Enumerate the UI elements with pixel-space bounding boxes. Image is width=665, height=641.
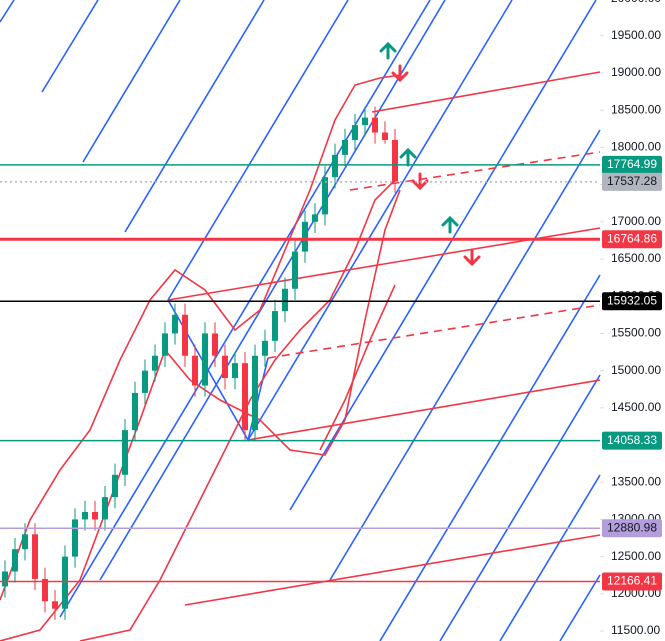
y-tick-label: 11500.00 xyxy=(611,623,660,637)
candle-body xyxy=(122,430,128,475)
y-tick-label: 17000.00 xyxy=(611,214,661,228)
price-badge xyxy=(602,230,662,249)
price-badge xyxy=(602,431,662,450)
y-tick-label: 18000.00 xyxy=(611,140,661,154)
candle-body xyxy=(252,355,258,431)
y-tick-label: 15500.00 xyxy=(611,326,661,340)
candle-body xyxy=(372,117,378,133)
candle-body xyxy=(272,311,278,341)
candle-body xyxy=(192,355,198,386)
price-badge-label: 15932.05 xyxy=(607,293,657,307)
price-badge xyxy=(602,519,662,538)
candle-body xyxy=(172,314,178,334)
candle-body xyxy=(182,314,188,356)
candle-body xyxy=(12,549,18,572)
candle-body xyxy=(322,177,328,215)
candle-body xyxy=(2,571,8,587)
candle-body xyxy=(312,214,318,222)
candle-body xyxy=(92,511,98,520)
price-badge-label: 14058.33 xyxy=(607,433,657,447)
candle-body xyxy=(52,601,58,609)
y-tick-label: 20000.00 xyxy=(611,0,661,5)
price-badge-label: 17764.99 xyxy=(607,157,657,171)
candle-body xyxy=(232,363,238,379)
candle-body xyxy=(72,519,78,557)
price-badge xyxy=(602,172,662,191)
candle-body xyxy=(102,497,108,520)
candle-body xyxy=(362,117,368,126)
price-badge xyxy=(602,155,662,174)
candle-body xyxy=(282,288,288,312)
candle-body xyxy=(42,578,48,602)
drawings xyxy=(0,0,601,641)
candle-body xyxy=(112,474,118,498)
candle-body xyxy=(202,333,208,386)
candle-body xyxy=(62,556,68,609)
price-badge-label: 12880.98 xyxy=(607,520,657,534)
price-badge xyxy=(602,572,662,591)
arrows xyxy=(379,41,481,267)
y-tick-label: 19500.00 xyxy=(611,28,661,42)
candle-body xyxy=(212,333,218,356)
price-badge-label: 16764.86 xyxy=(607,231,657,245)
candle-body xyxy=(22,534,28,550)
candle-body xyxy=(32,534,38,579)
candle-body xyxy=(262,340,268,356)
y-tick-label: 13500.00 xyxy=(611,474,661,488)
candle-body xyxy=(382,132,388,140)
y-tick-label: 18500.00 xyxy=(611,102,661,116)
y-tick-label: 19000.00 xyxy=(611,65,661,79)
price-badge-label: 17537.28 xyxy=(607,174,657,188)
candle-body xyxy=(222,355,228,379)
candle-body xyxy=(82,511,88,520)
candle-body xyxy=(332,154,338,178)
candle-body xyxy=(292,251,298,289)
candle-body xyxy=(142,370,148,393)
price-badge-label: 12166.41 xyxy=(607,574,657,588)
candle-body xyxy=(342,139,348,155)
candle-body xyxy=(392,139,398,182)
candle-body xyxy=(152,355,158,371)
candle-body xyxy=(132,392,138,431)
y-tick-label: 14500.00 xyxy=(611,400,661,414)
y-tick-label: 15000.00 xyxy=(611,363,661,377)
y-tick-label: 16500.00 xyxy=(611,251,661,265)
candle-body xyxy=(162,333,168,356)
y-tick-label: 12500.00 xyxy=(611,549,661,563)
price-badge xyxy=(602,292,662,311)
candle-body xyxy=(302,221,308,252)
candle-body xyxy=(352,125,358,140)
candle-body xyxy=(242,363,248,431)
